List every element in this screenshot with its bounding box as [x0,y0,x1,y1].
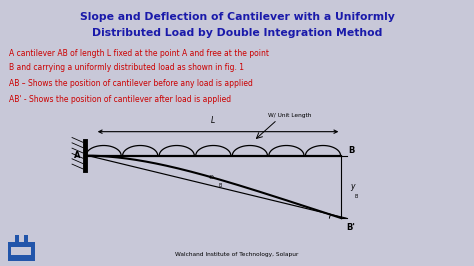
Text: O: O [209,176,214,180]
Text: AB – Shows the position of cantilever before any load is applied: AB – Shows the position of cantilever be… [9,79,254,88]
Bar [25,247,31,255]
Bar [11,247,18,255]
Text: L: L [211,116,215,125]
Bar [8,242,35,261]
Text: A: A [74,151,81,160]
Text: AB' - Shows the position of cantilever after load is applied: AB' - Shows the position of cantilever a… [9,95,232,104]
Text: A cantilever AB of length L fixed at the point A and free at the point: A cantilever AB of length L fixed at the… [9,49,270,58]
Bar [15,235,28,242]
Text: y: y [350,182,354,191]
Text: Walchand Institute of Technology, Solapur: Walchand Institute of Technology, Solapu… [175,252,299,256]
Text: W/ Unit Length: W/ Unit Length [268,113,311,118]
Text: B: B [219,183,222,188]
Text: Distributed Load by Double Integration Method: Distributed Load by Double Integration M… [92,28,382,38]
Text: B: B [348,146,355,155]
Text: Slope and Deflection of Cantilever with a Uniformly: Slope and Deflection of Cantilever with … [80,12,394,22]
Text: B and carrying a uniformly distributed load as shown in fig. 1: B and carrying a uniformly distributed l… [9,63,245,72]
Text: B: B [355,194,358,198]
Bar [18,247,25,255]
Bar [18,235,24,242]
Text: B': B' [346,223,355,232]
